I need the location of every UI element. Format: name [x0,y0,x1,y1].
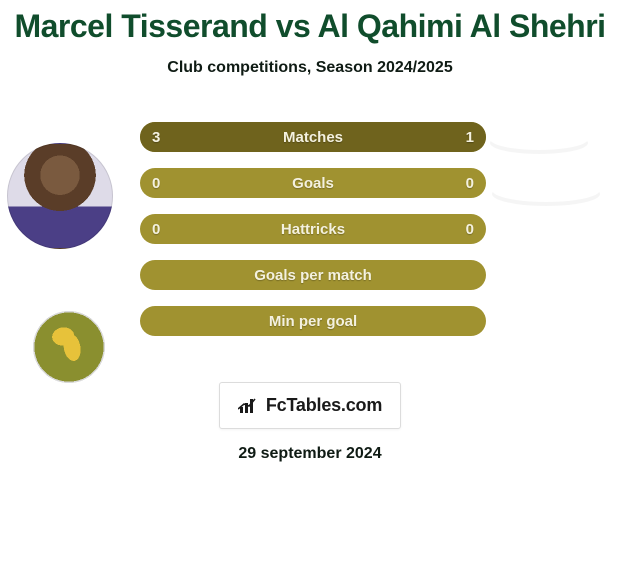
page-title: Marcel Tisserand vs Al Qahimi Al Shehri [0,0,620,45]
stat-row: 00Goals [140,168,486,198]
brand-badge: FcTables.com [219,382,401,429]
stat-label: Goals per match [140,260,486,290]
player2-placeholder-2 [492,178,600,202]
stat-row: 00Hattricks [140,214,486,244]
player1-avatar [7,143,113,249]
brand-text: FcTables.com [266,395,382,416]
stat-label: Goals [140,168,486,198]
stat-row: Min per goal [140,306,486,336]
stat-label: Min per goal [140,306,486,336]
stat-row: Goals per match [140,260,486,290]
stat-label: Matches [140,122,486,152]
date-label: 29 september 2024 [0,445,620,463]
stat-row: 31Matches [140,122,486,152]
bar-chart-icon [238,397,260,415]
footer: FcTables.com 29 september 2024 [0,382,620,463]
comparison-bars: 31Matches 00Goals 00Hattricks Goals per mat… [140,122,486,352]
player2-placeholder-1 [490,128,588,150]
subtitle: Club competitions, Season 2024/2025 [0,59,620,77]
stat-label: Hattricks [140,214,486,244]
